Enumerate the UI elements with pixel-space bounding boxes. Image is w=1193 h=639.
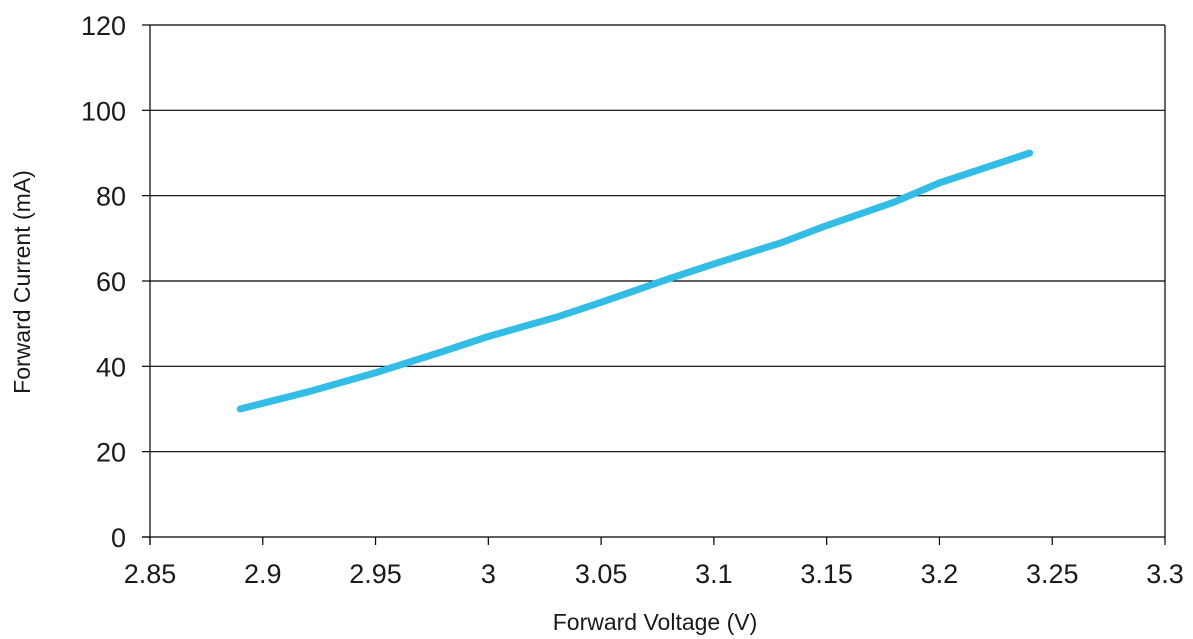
- x-tick-label: 3: [481, 559, 496, 589]
- y-tick-label: 60: [96, 267, 126, 297]
- x-tick-label: 3.2: [921, 559, 959, 589]
- y-tick-label: 20: [96, 438, 126, 468]
- x-tick-label: 3.25: [1026, 559, 1079, 589]
- axes: [142, 24, 1166, 545]
- x-tick-label: 2.85: [124, 559, 177, 589]
- x-tick-label: 2.9: [244, 559, 282, 589]
- series-line: [236, 149, 1034, 413]
- x-tick-label: 2.95: [349, 559, 402, 589]
- y-tick-label: 0: [111, 523, 126, 553]
- y-axis-label: Forward Current (mA): [9, 170, 35, 394]
- x-axis-ticks: 2.85 2.9 2.95 3 3.05 3.1 3.15 3.2 3.25 3.3: [124, 559, 1184, 589]
- y-tick-label: 80: [96, 182, 126, 212]
- x-axis-label: Forward Voltage (V): [553, 609, 758, 635]
- y-tick-label: 120: [81, 11, 126, 41]
- y-tick-label: 40: [96, 352, 126, 382]
- series-group: [236, 149, 1034, 413]
- x-tick-label: 3.15: [800, 559, 853, 589]
- y-tick-label: 100: [81, 96, 126, 126]
- x-tick-label: 3.1: [695, 559, 733, 589]
- x-tick-label: 3.05: [575, 559, 628, 589]
- x-tick-label: 3.3: [1146, 559, 1184, 589]
- y-axis-ticks: 0 20 40 60 80 100 120: [81, 11, 126, 553]
